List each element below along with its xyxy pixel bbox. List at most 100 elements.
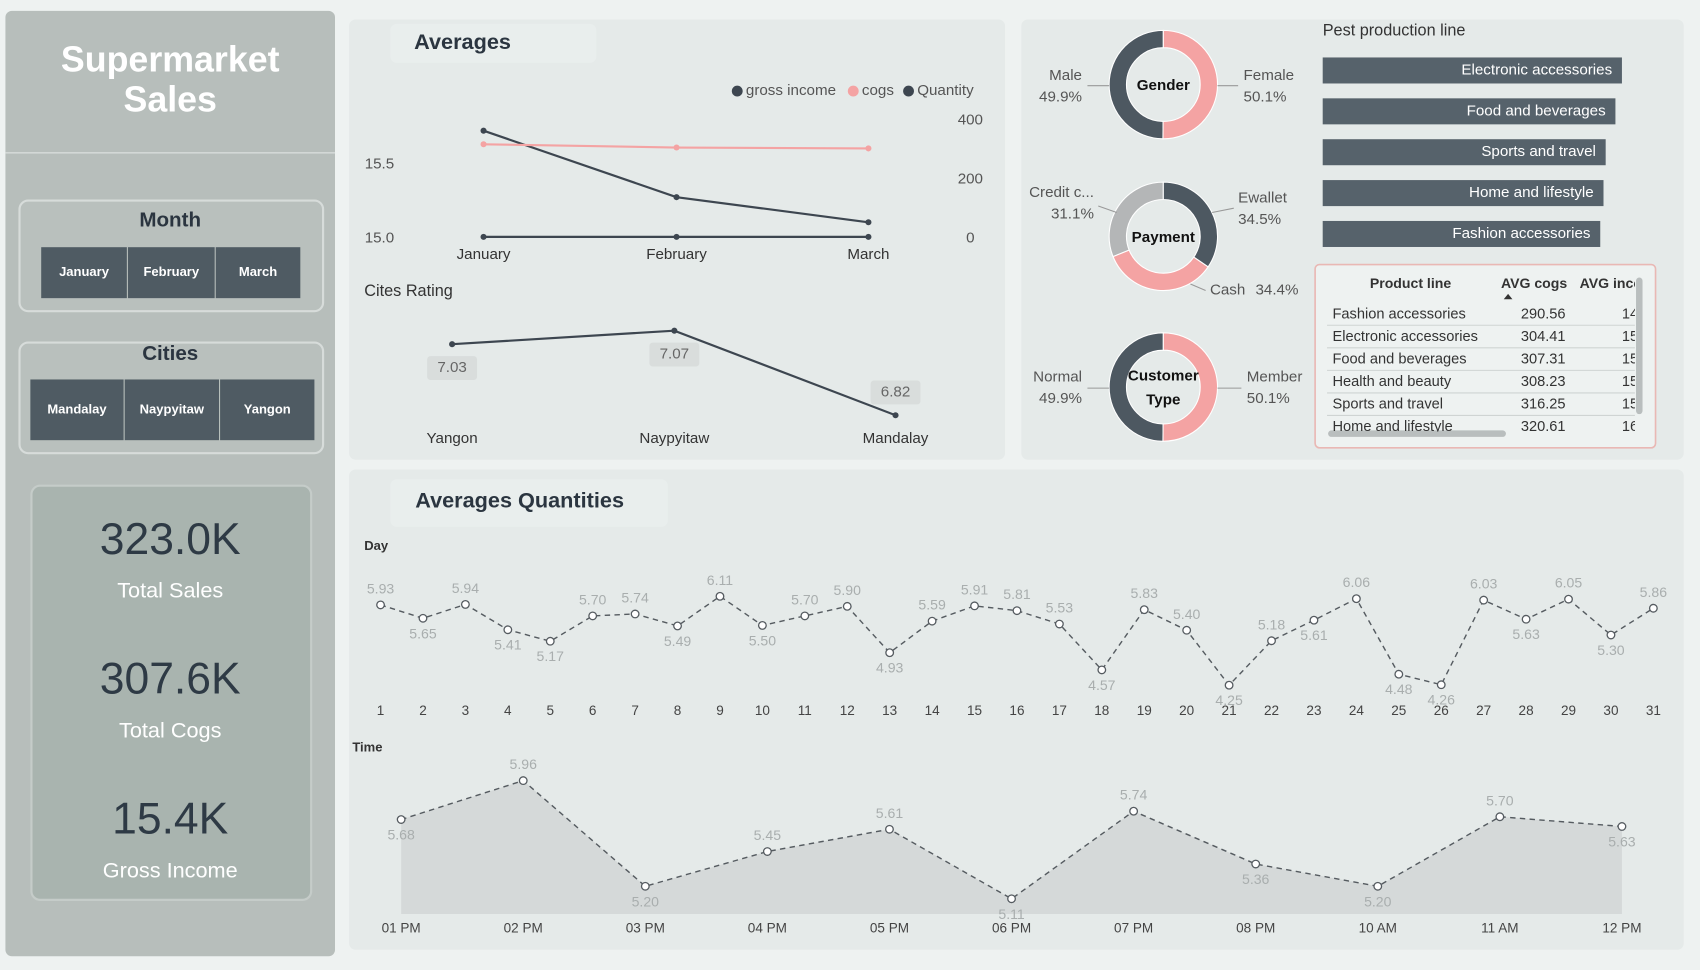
slicer-button-label[interactable]: Yangon <box>244 401 291 416</box>
slicer-button-label[interactable]: February <box>143 264 199 279</box>
table-cell: 15.22 <box>1622 329 1659 345</box>
point <box>1648 603 1658 613</box>
legend-marker <box>847 85 859 97</box>
slicer-button[interactable] <box>220 379 315 441</box>
x-tick-label: Mandalay <box>863 430 929 447</box>
point <box>1521 614 1531 624</box>
slicer-button[interactable] <box>30 379 124 441</box>
bar-label: Electronic accessories <box>1461 61 1612 78</box>
leader-line <box>1098 205 1117 214</box>
data-label-name: Credit c... <box>1029 184 1094 201</box>
x-tick-label: February <box>646 246 707 263</box>
dashboard-title: Sales <box>123 79 216 119</box>
table-cell: Food and beverages <box>1332 351 1466 367</box>
point <box>1224 680 1234 690</box>
data-label: 5.83 <box>1131 585 1159 601</box>
x-tick-label: 16 <box>1009 703 1024 718</box>
point <box>885 648 895 658</box>
x-tick-label: 24 <box>1349 703 1365 718</box>
table-cell: 15.41 <box>1622 374 1659 390</box>
data-label: 4.57 <box>1088 677 1116 693</box>
bar-label: Sports and travel <box>1481 143 1596 160</box>
point <box>927 616 937 626</box>
x-tick-label: 05 PM <box>870 921 909 936</box>
x-tick-label: 5 <box>546 703 554 718</box>
legend-label: cogs <box>862 82 894 99</box>
slicer-button[interactable] <box>41 247 127 299</box>
data-label: 34.4% <box>1255 282 1298 299</box>
data-label-name: Female <box>1244 67 1295 84</box>
slicer-title: Cities <box>142 342 198 365</box>
point <box>970 601 979 611</box>
point <box>892 412 899 419</box>
data-label: 5.61 <box>1300 627 1328 643</box>
data-label: 7.03 <box>437 359 466 376</box>
y2-tick-label: 0 <box>966 230 974 247</box>
data-label: 5.94 <box>452 580 480 596</box>
table-cell: Sports and travel <box>1332 396 1443 412</box>
donut-title: Payment <box>1131 227 1195 245</box>
point <box>480 127 487 134</box>
x-tick-label: 12 PM <box>1602 921 1641 936</box>
table-header: Product line <box>1370 275 1452 291</box>
data-label-name: Normal <box>1033 368 1082 385</box>
data-label: 5.40 <box>1173 606 1201 622</box>
section-tab <box>390 479 668 527</box>
point <box>1007 894 1016 904</box>
slicer-button[interactable] <box>124 379 220 441</box>
donut-slice <box>1162 29 1219 140</box>
slicer-button-label[interactable]: January <box>59 264 110 279</box>
slicer-title: Month <box>139 209 201 232</box>
slicer-button[interactable] <box>215 247 301 299</box>
x-tick-label: 9 <box>716 703 724 718</box>
table-cell: 14.53 <box>1622 306 1659 322</box>
point <box>715 591 725 601</box>
data-label: 6.03 <box>1470 576 1498 592</box>
table-cell: 15.81 <box>1622 396 1659 412</box>
slicer-button[interactable] <box>127 247 215 299</box>
point <box>673 194 680 201</box>
data-label: 5.70 <box>791 591 819 607</box>
slicer-button-label[interactable]: March <box>239 264 277 279</box>
x-tick-label: 06 PM <box>992 921 1031 936</box>
leader-line <box>1190 283 1206 292</box>
point <box>762 847 772 856</box>
table-cell: 308.23 <box>1521 374 1566 390</box>
sort-arrow <box>1503 293 1513 300</box>
x-tick-label: 10 <box>755 703 770 718</box>
table-cell: 16.03 <box>1622 419 1659 435</box>
point <box>1097 665 1107 675</box>
y2-tick-label: 400 <box>958 111 983 128</box>
point <box>418 613 428 623</box>
leader-line <box>1212 207 1234 214</box>
point <box>480 233 487 240</box>
x-tick-label: 21 <box>1222 703 1237 718</box>
x-tick-label: March <box>847 246 889 263</box>
data-label: 5.65 <box>409 625 437 641</box>
x-tick-label: January <box>457 246 511 263</box>
donut-center: Customer Type <box>1128 366 1199 408</box>
kpi-value: 323.0K <box>100 515 241 564</box>
point <box>1054 619 1064 629</box>
table-cell: 316.25 <box>1521 396 1566 412</box>
data-label-name: Member <box>1247 368 1303 385</box>
x-tick-label: 1 <box>377 703 385 718</box>
kpi-label: Total Cogs <box>119 718 222 743</box>
legend-marker <box>731 85 743 97</box>
legend-marker <box>903 85 914 97</box>
x-tick-label: Naypyitaw <box>639 430 709 447</box>
slicer-button-label[interactable]: Mandalay <box>47 401 107 416</box>
section-title: Averages Quantities <box>415 488 624 513</box>
data-label: 50.1% <box>1247 390 1290 407</box>
x-tick-label: 22 <box>1264 703 1279 718</box>
data-label-box <box>427 356 478 380</box>
slicer-button-label[interactable]: Naypyitaw <box>140 401 205 416</box>
data-label: 5.68 <box>387 827 415 843</box>
data-label: 5.70 <box>1486 792 1514 808</box>
point <box>1373 881 1383 891</box>
kpi-value: 307.6K <box>100 655 241 704</box>
chart-title: Pest production line <box>1323 22 1466 40</box>
x-tick-label: 19 <box>1137 703 1152 718</box>
canvas: Product line AVG cogs AVG income Fashion ac… <box>5 10 1684 957</box>
data-label: 5.11 <box>998 906 1025 922</box>
